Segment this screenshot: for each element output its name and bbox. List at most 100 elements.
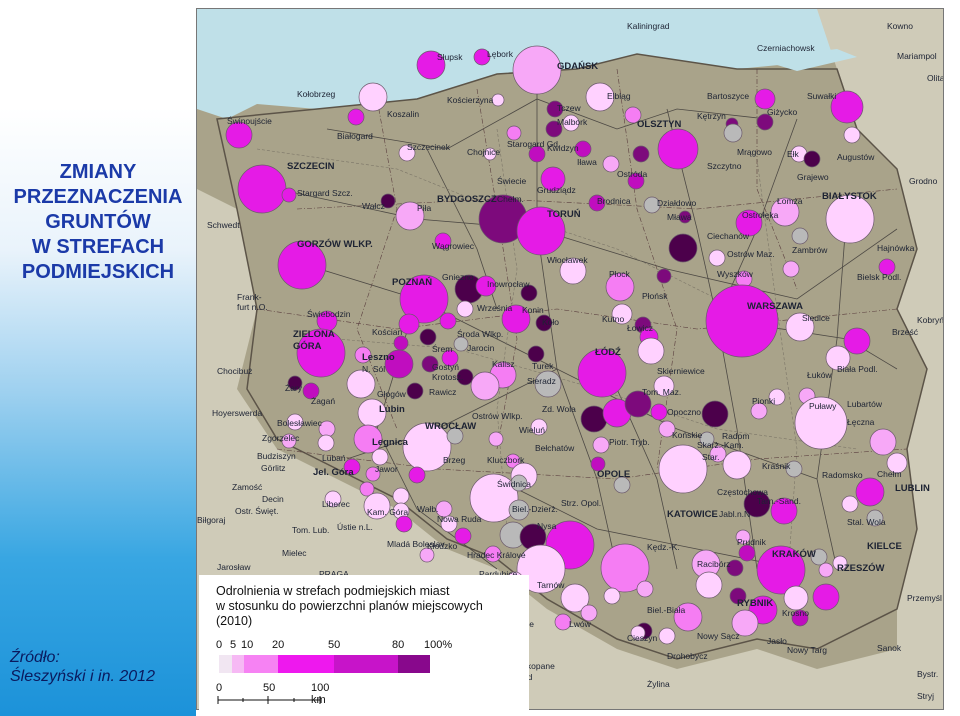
city-label: Wągrowiec	[432, 241, 475, 251]
city-label: Jel. Góra	[313, 467, 354, 478]
city-label: Olita	[927, 73, 944, 83]
city-circle	[602, 155, 620, 173]
scale-label-50: 50	[263, 682, 276, 694]
city-label: Grodno	[909, 176, 938, 186]
city-circle	[611, 303, 633, 325]
city-circle	[512, 45, 562, 95]
city-circle	[585, 82, 615, 112]
city-circle	[287, 375, 303, 391]
city-circle	[588, 194, 606, 212]
city-circle	[528, 145, 546, 163]
city-label: Kam. Góra	[367, 507, 408, 517]
city-circle	[392, 487, 410, 505]
city-label: KRAKÓW	[772, 548, 816, 560]
city-label: Żagań	[311, 396, 335, 406]
city-circle	[317, 434, 335, 452]
city-label: Wieluń	[519, 425, 545, 435]
city-label: Schwedt	[207, 220, 240, 230]
city-circle	[434, 232, 452, 250]
legend-title: Odrolnienia w strefach podmiejskich mias…	[216, 584, 483, 628]
city-label: Leszno	[362, 352, 395, 363]
city-label: Inowrocław	[487, 279, 530, 289]
city-label: Pardubice	[479, 569, 518, 579]
city-circle	[506, 125, 522, 141]
city-label: Decin	[262, 494, 284, 504]
city-label: SZCZECIN	[287, 161, 335, 172]
city-label: Ostrołęka	[742, 210, 779, 220]
city-label: ZIELONA	[293, 329, 335, 340]
city-label: WARSZAWA	[747, 301, 803, 312]
city-circle	[643, 196, 661, 214]
city-label: Nowa Ruda	[437, 514, 482, 524]
city-label: GORZÓW WLKP.	[297, 238, 373, 250]
city-label: Biel.-Biała	[647, 605, 686, 615]
city-label: KATOWICE	[667, 509, 718, 520]
city-label: Śrem	[432, 343, 452, 354]
city-label: Łuków	[807, 370, 832, 380]
city-label: Bartoszyce	[707, 91, 749, 101]
city-circle	[650, 403, 668, 421]
city-label: GÓRA	[293, 340, 322, 352]
city-circle	[843, 126, 861, 144]
city-circle	[380, 193, 396, 209]
city-label: Görlitz	[261, 463, 286, 473]
city-circle	[408, 466, 426, 484]
city-circle	[577, 348, 627, 398]
city-label: Końskie	[672, 430, 703, 440]
city-label: Kościerzyna	[447, 95, 494, 105]
source-note: Źródło: Śleszyński i in. 2012	[10, 649, 155, 685]
city-label: Czerniachowsk	[757, 43, 815, 53]
city-label: Kościan	[372, 327, 403, 337]
city-circle	[562, 114, 580, 132]
city-circle	[439, 312, 457, 330]
city-label: Sieradz	[527, 376, 556, 386]
legend-break-5: 5	[230, 639, 237, 651]
city-label: Radomsko	[822, 470, 863, 480]
city-label: Mielec	[282, 548, 307, 558]
city-label: Stargard Szcz.	[297, 188, 353, 198]
city-label: Brzeg	[443, 455, 465, 465]
legend-color-bar	[219, 655, 430, 673]
city-circle	[281, 187, 297, 203]
city-circle	[402, 422, 452, 472]
city-circle	[545, 120, 563, 138]
city-label: Szczecinek	[407, 142, 451, 152]
city-circle	[456, 300, 474, 318]
city-label: Konin	[522, 305, 544, 315]
city-circle	[743, 490, 771, 518]
city-label: BYDGOSZCZ	[437, 194, 497, 205]
city-circle	[729, 587, 747, 605]
city-circle	[530, 418, 548, 436]
city-label: Giżycko	[767, 107, 798, 117]
city-circle	[491, 93, 505, 107]
city-circle	[554, 613, 572, 631]
city-label: Iława	[577, 157, 597, 167]
city-circle	[603, 587, 621, 605]
city-label: Ełk	[787, 149, 800, 159]
city-circle	[419, 328, 437, 346]
city-circle	[469, 473, 519, 523]
city-label: Jarocin	[467, 343, 495, 353]
city-label: Liberec	[322, 499, 351, 509]
city-circle	[395, 515, 413, 533]
city-label: Płock	[609, 269, 631, 279]
city-label: Racibórz	[697, 559, 731, 569]
city-circle	[505, 453, 521, 469]
city-circle	[785, 460, 803, 478]
scale-label-100: 100 km	[311, 682, 330, 706]
city-circle	[296, 328, 346, 378]
city-label: Cieszyn	[627, 633, 658, 643]
city-circle	[855, 477, 885, 507]
city-circle	[695, 571, 723, 599]
city-label: Legnica	[372, 437, 409, 448]
city-circle	[738, 544, 756, 562]
city-label: Pionki	[752, 396, 775, 406]
city-label: Świdnica	[497, 478, 531, 489]
city-circle	[843, 327, 871, 355]
city-label: Świebodzin	[307, 308, 351, 319]
city-circle	[791, 609, 809, 627]
city-circle	[782, 260, 800, 278]
city-circle	[346, 369, 376, 399]
city-circle	[709, 445, 727, 463]
city-circle	[592, 436, 610, 454]
